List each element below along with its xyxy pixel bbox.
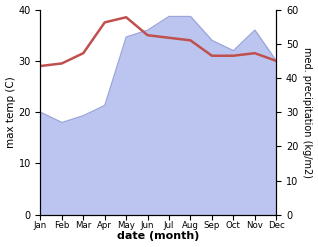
Y-axis label: med. precipitation (kg/m2): med. precipitation (kg/m2)	[302, 47, 313, 178]
X-axis label: date (month): date (month)	[117, 231, 199, 242]
Y-axis label: max temp (C): max temp (C)	[5, 76, 16, 148]
